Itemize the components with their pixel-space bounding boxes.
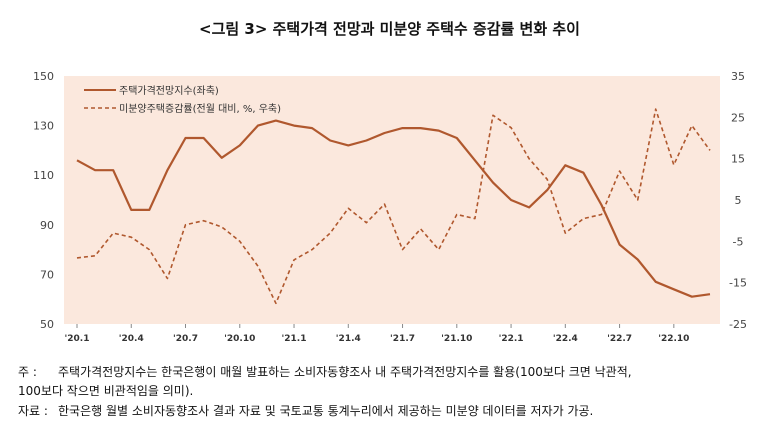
y-left-tick-label: 70 <box>40 268 54 281</box>
y-left-tick-label: 130 <box>33 120 54 133</box>
x-tick-label: '20.10 <box>224 334 255 344</box>
x-tick-label: '21.4 <box>336 334 361 344</box>
legend-label-housing-price: 주택가격전망지수(좌축) <box>119 84 219 97</box>
y-right-tick-label: 35 <box>731 70 745 83</box>
series-line-unsold-housing-rate <box>76 108 711 305</box>
x-tick-label: '22.1 <box>499 334 524 344</box>
note-text-1: 주택가격전망지수는 한국은행이 매월 발표하는 소비자동향조사 내 주택가격전망… <box>58 365 632 379</box>
source-text: 한국은행 월별 소비자동향조사 결과 자료 및 국토교통 통계누리에서 제공하는… <box>58 404 594 418</box>
x-tick-label: '22.7 <box>607 334 632 344</box>
y-left-tick-label: 90 <box>40 219 54 232</box>
x-tick-label: '21.7 <box>390 334 415 344</box>
y-left-tick-label: 110 <box>33 169 54 182</box>
source-line: 자료 : 한국은행 월별 소비자동향조사 결과 자료 및 국토교통 통계누리에서 … <box>18 403 593 420</box>
plot-background <box>64 76 720 324</box>
note-line-1: 주 : 주택가격전망지수는 한국은행이 매월 발표하는 소비자동향조사 내 주택가… <box>18 364 632 381</box>
y-left-tick-label: 50 <box>40 318 54 331</box>
note-line-2: 100보다 작으면 비관적임을 의미). <box>18 384 194 398</box>
series-line-housing-price-index <box>76 119 711 298</box>
y-left-tick-label: 150 <box>33 70 54 83</box>
x-tick-label: '21.10 <box>441 334 472 344</box>
note-label: 주 : <box>18 365 37 379</box>
x-tick-label: '22.4 <box>553 334 578 344</box>
x-tick-label: '20.7 <box>173 334 198 344</box>
y-right-tick-label: -5 <box>733 235 744 248</box>
x-tick-label: '21.1 <box>282 334 307 344</box>
y-right-tick-label: -15 <box>729 277 747 290</box>
x-tick-label: '22.10 <box>658 334 689 344</box>
y-right-tick-label: -25 <box>729 318 747 331</box>
x-tick-label: '20.4 <box>119 334 144 344</box>
chart-title: <그림 3> 주택가격 전망과 미분양 주택수 증감률 변화 추이 <box>199 20 580 38</box>
y-right-tick-label: 5 <box>735 194 742 207</box>
x-tick-label: '20.1 <box>65 334 90 344</box>
legend-label-unsold-housing: 미분양주택증감률(전월 대비, %, 우축) <box>119 103 281 115</box>
source-label: 자료 : <box>18 404 48 418</box>
y-right-tick-label: 25 <box>731 111 745 124</box>
y-right-tick-label: 15 <box>731 153 745 166</box>
